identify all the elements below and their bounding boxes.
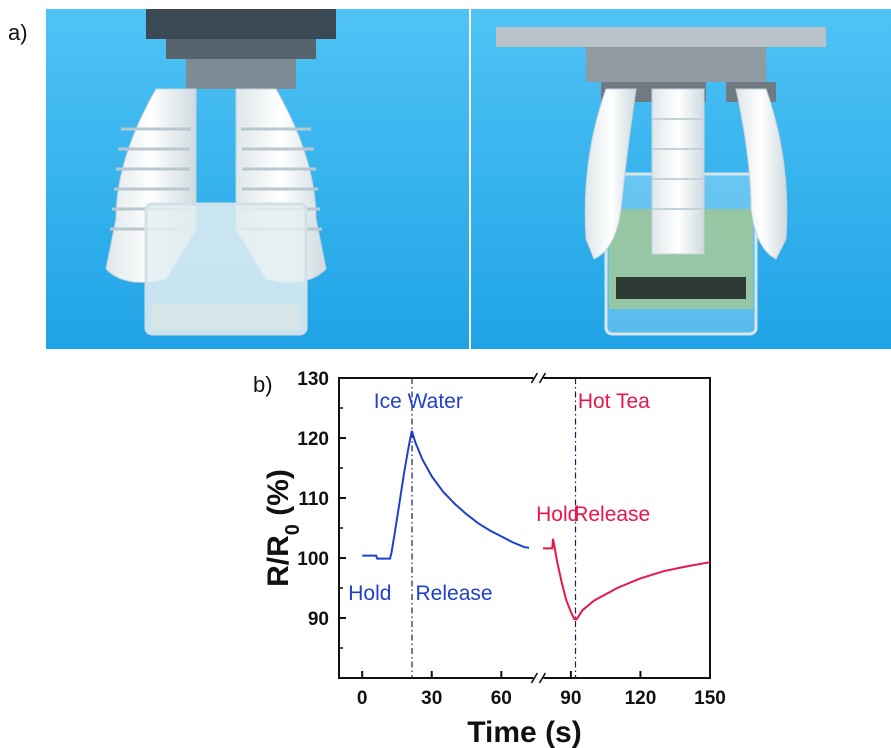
annotation-label: Hot Tea xyxy=(578,390,650,413)
x-axis-title: Time (s) xyxy=(467,716,581,748)
y-tick-label: 110 xyxy=(298,489,329,510)
x-tick-label: 150 xyxy=(694,688,726,709)
panel-label-b: b) xyxy=(253,372,273,397)
axis-break-mark xyxy=(530,372,539,384)
x-tick-label: 120 xyxy=(625,688,657,709)
panel-label-a: a) xyxy=(8,20,28,45)
y-tick-label: 90 xyxy=(308,609,329,630)
series-line-ice xyxy=(362,430,530,560)
axis-break-mark xyxy=(538,372,547,384)
axis-break-gap-top xyxy=(533,372,544,384)
series-line-tea xyxy=(543,538,711,621)
x-tick-label: 0 xyxy=(357,688,368,709)
photo-divider xyxy=(469,9,471,349)
x-tick-label: 60 xyxy=(491,688,512,709)
annotation-label: Hold xyxy=(348,582,391,605)
annotation-label: Hold xyxy=(536,503,579,526)
ice-water-gripper-photo xyxy=(105,9,336,336)
annotation-label: Release xyxy=(416,582,493,605)
right-finger-2 xyxy=(651,88,705,255)
axis-break-mark xyxy=(538,672,547,684)
right-finger-3 xyxy=(735,88,788,260)
x-tick-label: 30 xyxy=(421,688,442,709)
y-axis-title: R/R0 (%) xyxy=(262,469,304,587)
resistance-chart: 0 30 60 90 120 150 90 100 110 120 130 Time (s) R/R0 … xyxy=(262,369,726,748)
x-tick-label: 90 xyxy=(560,688,581,709)
annotation-label: Ice Water xyxy=(374,390,463,413)
ice-water-beaker xyxy=(144,202,308,336)
axis-break-mark xyxy=(530,672,539,684)
y-tick-label: 120 xyxy=(297,429,329,450)
gripper-photos xyxy=(46,9,891,349)
annotation-label: Release xyxy=(573,503,650,526)
axis-break-gap-bottom xyxy=(533,672,544,684)
y-tick-label: 100 xyxy=(297,549,329,570)
hot-tea-gripper-photo xyxy=(496,27,826,336)
y-tick-label: 130 xyxy=(297,369,329,390)
right-finger-1 xyxy=(584,88,637,260)
